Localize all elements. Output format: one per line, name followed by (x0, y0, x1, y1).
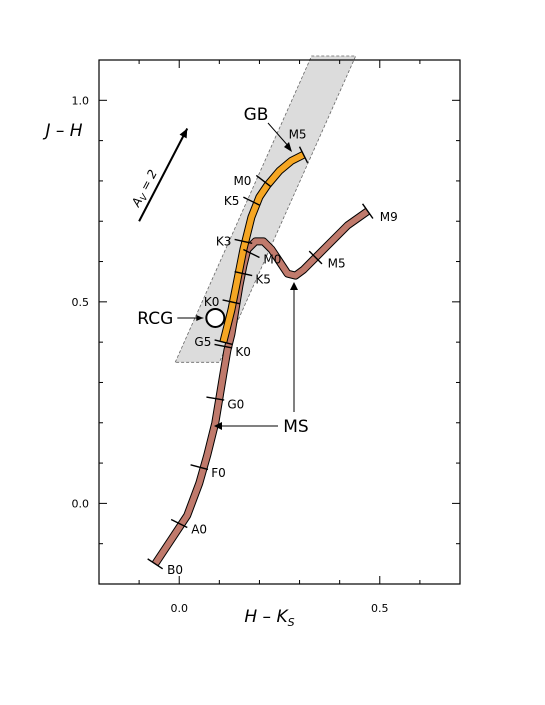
spectral-tick (234, 238, 253, 245)
gb-arrowhead (284, 142, 292, 152)
spectral-tick (234, 271, 253, 277)
x-tick-label: 0.0 (170, 602, 188, 615)
spectral-tick (222, 299, 241, 305)
spectral-tick (308, 250, 323, 265)
spectral-tick (255, 174, 272, 187)
rcg-label: RCG (137, 309, 173, 329)
gb-label: GB (244, 105, 269, 125)
giant-branch-track (219, 151, 306, 344)
annotations: GB MS (214, 105, 309, 437)
spectral-label: M9 (380, 210, 398, 224)
spectral-label: K3 (216, 234, 232, 248)
main-sequence-ticks: B0 A0 F0 G0 K0 K5 M0 M5 M9 (147, 203, 398, 577)
spectral-tick (243, 248, 260, 259)
spectral-label: M5 (289, 128, 307, 142)
spectral-tick (147, 558, 164, 570)
spectral-label: K5 (224, 194, 240, 208)
y-tick-label: 0.5 (72, 296, 90, 309)
spectral-label: M0 (233, 174, 251, 188)
x-axis-title: H – KS (244, 607, 294, 629)
spectral-tick (170, 518, 188, 529)
spectral-tick (214, 339, 233, 346)
spectral-label: A0 (191, 523, 207, 537)
ms-arrowhead-left (214, 422, 222, 430)
spectral-label: K5 (255, 273, 271, 287)
giant-branch-ticks: G5 K0 K3 K5 M0 M5 (194, 128, 309, 349)
gb-arrow (267, 122, 291, 149)
spectral-tick (298, 146, 309, 164)
ms-arrowhead-up (290, 282, 298, 290)
spectral-tick (206, 396, 225, 401)
spectral-tick (190, 464, 209, 471)
reddening-band (174, 55, 357, 363)
y-axis-title: J – H (42, 121, 82, 141)
vector-line (138, 128, 189, 222)
spectral-label: M0 (263, 252, 281, 266)
x-tick-label: 0.5 (371, 602, 389, 615)
rcg-marker (205, 307, 226, 328)
spectral-tick (214, 343, 233, 349)
vector-arrowhead (179, 128, 188, 139)
red-clump-giants: RCG (137, 307, 226, 329)
rcg-arrowhead (196, 314, 204, 321)
spectral-label: K0 (204, 295, 220, 309)
spectral-label: G0 (227, 398, 244, 412)
plot-frame (98, 59, 461, 585)
ms-label: MS (283, 417, 308, 437)
y-tick-label: 1.0 (72, 94, 90, 107)
y-tick-label: 0.0 (72, 497, 90, 510)
spectral-label: G5 (194, 335, 211, 349)
spectral-label: F0 (211, 466, 226, 480)
axes: 0.0 0.5 0.0 0.5 1.0 (72, 60, 460, 615)
vector-label: AV = 2 (128, 167, 162, 211)
spectral-tick (243, 196, 260, 206)
spectral-tick (361, 203, 374, 219)
spectral-label: K0 (235, 345, 251, 359)
spectral-label: M5 (328, 257, 346, 271)
spectral-label: B0 (167, 563, 183, 577)
extinction-vector: AV = 2 (128, 128, 189, 222)
track-fill (220, 152, 305, 343)
